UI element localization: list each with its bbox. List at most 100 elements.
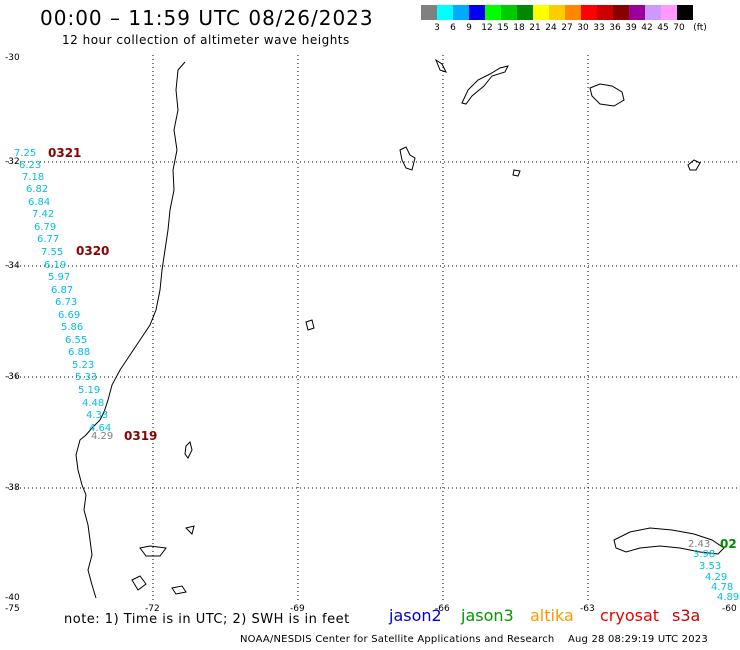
legend-swatch — [597, 5, 613, 20]
wave-height-value: 7.42 — [32, 209, 54, 220]
wave-heights-right: 2.43 3.98 3.53 4.29 4.78 4.89 — [688, 539, 739, 603]
wave-height-value: 6.19 — [44, 260, 66, 271]
wave-height-value: 3.98 — [693, 549, 715, 560]
legend-label: 6 — [450, 23, 456, 33]
legend-label: 24 — [545, 23, 557, 33]
wave-height-value: 6.84 — [28, 197, 50, 208]
legend-swatch — [645, 5, 661, 20]
wave-height-value: 7.55 — [41, 247, 63, 258]
satellite-jason2: jason2 — [389, 606, 442, 625]
lat-label: -40 — [5, 593, 20, 603]
wave-height-value: 6.55 — [65, 335, 87, 346]
wave-height-value: 6.73 — [55, 297, 77, 308]
legend-swatch — [469, 5, 485, 20]
satellite-cryosat: cryosat — [600, 606, 660, 625]
legend-label: 42 — [641, 23, 653, 33]
lon-label: -72 — [145, 604, 160, 614]
wave-height-value: 4.89 — [717, 592, 739, 603]
island — [171, 585, 187, 595]
wave-height-value: 6.77 — [37, 234, 59, 245]
island — [131, 575, 147, 591]
wave-height-value: 5.86 — [61, 322, 83, 333]
legend-label: 39 — [625, 23, 637, 33]
axis-labels: -30 -32 -34 -36 -38 -40 -75 -72 -69 -66 … — [5, 53, 737, 614]
legend-swatch — [437, 5, 453, 20]
wave-height-value: 5.19 — [78, 385, 100, 396]
satellite-altika: altika — [530, 606, 574, 625]
island — [139, 545, 167, 557]
legend-label: 9 — [466, 23, 472, 33]
legend-swatch — [677, 5, 693, 20]
legend-label: 36 — [609, 23, 621, 33]
track-label: 0321 — [48, 146, 81, 160]
wave-height-value: 7.25 — [14, 148, 36, 159]
lat-label: -34 — [5, 261, 20, 271]
wave-height-value: 6.23 — [19, 160, 41, 171]
coast-north — [461, 65, 509, 105]
island — [687, 159, 701, 171]
legend-swatch — [533, 5, 549, 20]
wave-height-value: 4.29 — [91, 431, 113, 442]
wave-height-value: 4.29 — [705, 572, 727, 583]
graticule — [8, 55, 738, 600]
wave-height-value: 6.88 — [68, 347, 90, 358]
wave-height-value: 5.33 — [75, 372, 97, 383]
legend-label: 18 — [513, 23, 525, 33]
wave-height-value: 2.43 — [688, 539, 710, 550]
wave-height-value: 4.48 — [82, 398, 104, 409]
legend-label: 27 — [561, 23, 573, 33]
wave-height-value: 7.18 — [22, 172, 44, 183]
lon-label: -66 — [435, 604, 450, 614]
lat-label: -38 — [5, 483, 20, 493]
track-label: 02 — [720, 537, 737, 551]
wave-height-value: 6.69 — [58, 310, 80, 321]
lat-label: -30 — [5, 53, 20, 63]
legend-swatch — [517, 5, 533, 20]
legend-swatch — [565, 5, 581, 20]
legend-swatch — [661, 5, 677, 20]
wave-height-value: 4.78 — [711, 582, 733, 593]
legend-swatch — [629, 5, 645, 20]
wave-height-value: 6.82 — [26, 184, 48, 195]
island — [589, 83, 625, 107]
island — [305, 319, 315, 331]
island — [512, 169, 521, 177]
track-label: 0319 — [124, 429, 157, 443]
legend-swatch — [421, 5, 437, 20]
page-subtitle: 12 hour collection of altimeter wave hei… — [62, 33, 350, 47]
island — [434, 58, 447, 73]
falklands — [613, 527, 725, 555]
island — [185, 525, 195, 535]
wave-height-value: 5.23 — [72, 360, 94, 371]
satellite-jason3: jason3 — [461, 606, 514, 625]
lon-label: -60 — [722, 604, 737, 614]
wave-heights-left: 7.25 6.23 7.18 6.82 6.84 7.42 6.79 6.77 … — [14, 148, 113, 442]
legend-label: 21 — [529, 23, 541, 33]
wave-height-value: 3.53 — [699, 561, 721, 572]
island — [184, 441, 193, 459]
page-title: 00:00 – 11:59 UTC 08/26/2023 — [40, 6, 374, 30]
legend-swatch — [485, 5, 501, 20]
lon-label: -63 — [580, 604, 595, 614]
legend-label: 70 — [673, 23, 685, 33]
lat-label: -32 — [5, 157, 20, 167]
track-label: 0320 — [76, 244, 109, 258]
legend-swatch — [581, 5, 597, 20]
legend-label: 33 — [593, 23, 605, 33]
legend-label: 30 — [577, 23, 589, 33]
credit-line: NOAA/NESDIS Center for Satellite Applica… — [240, 634, 708, 645]
lon-label: -69 — [290, 604, 305, 614]
wave-height-value: 4.64 — [89, 423, 111, 434]
wave-height-value: 4.33 — [86, 410, 108, 421]
legend-swatch — [549, 5, 565, 20]
wave-height-value: 6.87 — [51, 285, 73, 296]
lat-label: -36 — [5, 372, 20, 382]
footer-note: note: 1) Time is in UTC; 2) SWH is in fe… — [64, 612, 350, 627]
coastline — [75, 58, 725, 599]
satellite-s3a: s3a — [672, 606, 701, 625]
legend-swatch — [613, 5, 629, 20]
wave-height-value: 5.97 — [48, 272, 70, 283]
wave-height-value: 6.79 — [34, 222, 56, 233]
track-labels: 0321 0320 0319 02 — [48, 146, 737, 551]
